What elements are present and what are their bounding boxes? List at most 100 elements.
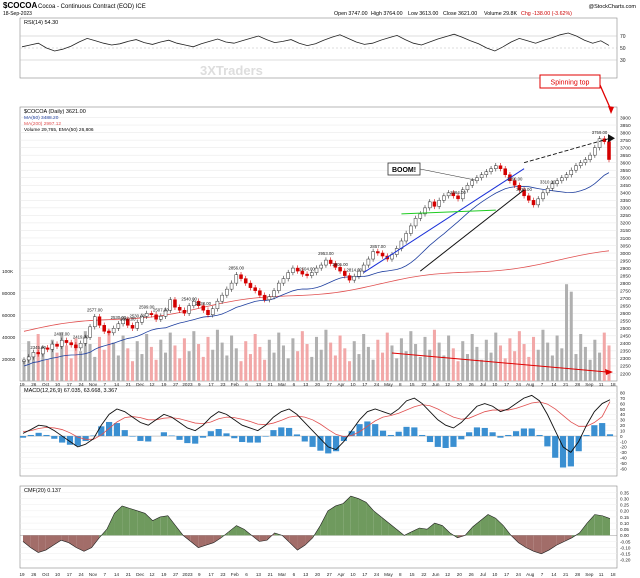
price-tick-label: 2300: [620, 356, 631, 362]
volume-bar: [197, 344, 201, 381]
price-label: 2814.00: [346, 267, 362, 272]
cmf-line: [22, 495, 611, 555]
volume-bar: [267, 339, 271, 381]
candle-body: [225, 288, 229, 296]
candle-body: [253, 287, 257, 291]
volume-bar: [376, 339, 380, 381]
date-axis-label-bottom: 20: [315, 572, 321, 577]
price-tick-label: 3900: [620, 115, 631, 121]
candle-body: [248, 282, 253, 288]
candle-body: [272, 290, 276, 297]
volume-bar: [475, 346, 479, 381]
volume-bar: [220, 342, 224, 381]
volume-bar: [277, 332, 281, 381]
ma50-line: [23, 172, 610, 367]
macd-signal-line: [22, 401, 611, 440]
resistance-dashed-line: [523, 138, 610, 164]
macd-histogram-bar: [66, 436, 74, 445]
volume-bar: [343, 348, 347, 381]
volume-bar: [333, 355, 337, 381]
volume-bar: [88, 344, 92, 381]
price-label: 3260.00: [507, 176, 523, 181]
candle-body: [102, 325, 106, 332]
date-axis-label-bottom: 10: [350, 572, 356, 577]
date-axis-label: 20: [315, 382, 321, 387]
date-axis-label-bottom: 20: [457, 572, 463, 577]
date-axis-label-bottom: 14: [114, 572, 120, 577]
volume-bar: [154, 359, 158, 381]
macd-histogram-bar: [278, 427, 285, 437]
candle-body: [583, 159, 588, 163]
candle-body: [333, 263, 338, 268]
price-tick-label: 3400: [620, 191, 631, 197]
candle-body: [423, 207, 427, 215]
price-tick-label: 3600: [620, 160, 631, 166]
candle-body: [578, 162, 583, 166]
volume-bar: [470, 334, 474, 381]
volume-bar: [569, 291, 573, 381]
candle-body: [220, 294, 224, 302]
price-label: 2419.00: [73, 334, 89, 339]
cmf-area-segment: [419, 528, 428, 536]
macd-histogram-bar: [575, 436, 582, 452]
candle-body: [140, 316, 144, 323]
price-tick-label: 2200: [620, 371, 631, 377]
date-axis-label-bottom: 12: [149, 572, 155, 577]
macd-tick-label: -10: [620, 439, 627, 444]
price-tick-label: 3200: [620, 221, 631, 227]
date-axis-label: 27: [173, 382, 179, 387]
macd-histogram-bar: [254, 436, 261, 443]
volume-bar: [437, 342, 441, 381]
macd-histogram-bar: [184, 436, 191, 444]
price-label: 2530.00: [111, 315, 127, 320]
volume-bar: [201, 356, 205, 381]
macd-histogram-bar: [536, 434, 543, 437]
volume-bar: [314, 336, 319, 381]
volume-bar: [489, 352, 493, 381]
cmf-tick-label: -0.15: [620, 552, 631, 557]
date-axis-label-bottom: Apr: [338, 572, 346, 577]
volume-bar: [296, 351, 300, 381]
volume-bar: [357, 354, 361, 381]
price-label: 3759.00: [592, 130, 608, 135]
candle-body: [159, 316, 163, 320]
date-axis-label-bottom: 10: [492, 572, 498, 577]
date-axis-label-bottom: 24: [374, 572, 380, 577]
macd-histogram-bar: [113, 423, 121, 437]
cmf-area-segment: [488, 514, 496, 536]
date-axis-label: 24: [374, 382, 380, 387]
cmf-tick-label: 0.20: [620, 509, 629, 514]
date-axis-label: 24: [79, 382, 85, 387]
candle-body: [527, 195, 531, 201]
cmf-area-segment: [213, 535, 222, 543]
macd-line: [22, 394, 611, 453]
macd-histogram-bar: [129, 436, 136, 437]
macd-histogram-bar: [82, 436, 89, 441]
cmf-area-segment: [373, 510, 382, 536]
date-axis-label-bottom: 17: [67, 572, 73, 577]
candle-body: [380, 252, 385, 257]
volume-bar: [517, 331, 521, 381]
candle-body: [215, 300, 220, 309]
volume-bar: [352, 341, 356, 381]
date-axis-label-bottom: May: [384, 572, 393, 577]
candle-body: [130, 325, 135, 329]
price-tick-label: 2750: [620, 288, 631, 294]
volume-bar: [291, 338, 295, 381]
volume-bar: [555, 335, 559, 381]
candle-body: [460, 189, 465, 200]
volume-bar: [442, 355, 446, 381]
volume-bar: [404, 351, 408, 381]
cmf-area-segment: [495, 518, 504, 536]
cmf-tick-label: 0.25: [620, 503, 629, 508]
date-axis-label: 17: [504, 382, 510, 387]
date-axis-label-bottom: Oct: [42, 572, 50, 577]
cmf-area-segment: [411, 528, 420, 536]
volume-bar: [79, 351, 83, 381]
candle-body: [409, 225, 413, 234]
date-axis-label-bottom: 26: [469, 572, 475, 577]
candle-body: [262, 294, 267, 300]
date-axis-label-bottom: 13: [303, 572, 309, 577]
volume-bar: [253, 334, 257, 381]
macd-histogram-bar: [442, 436, 449, 448]
